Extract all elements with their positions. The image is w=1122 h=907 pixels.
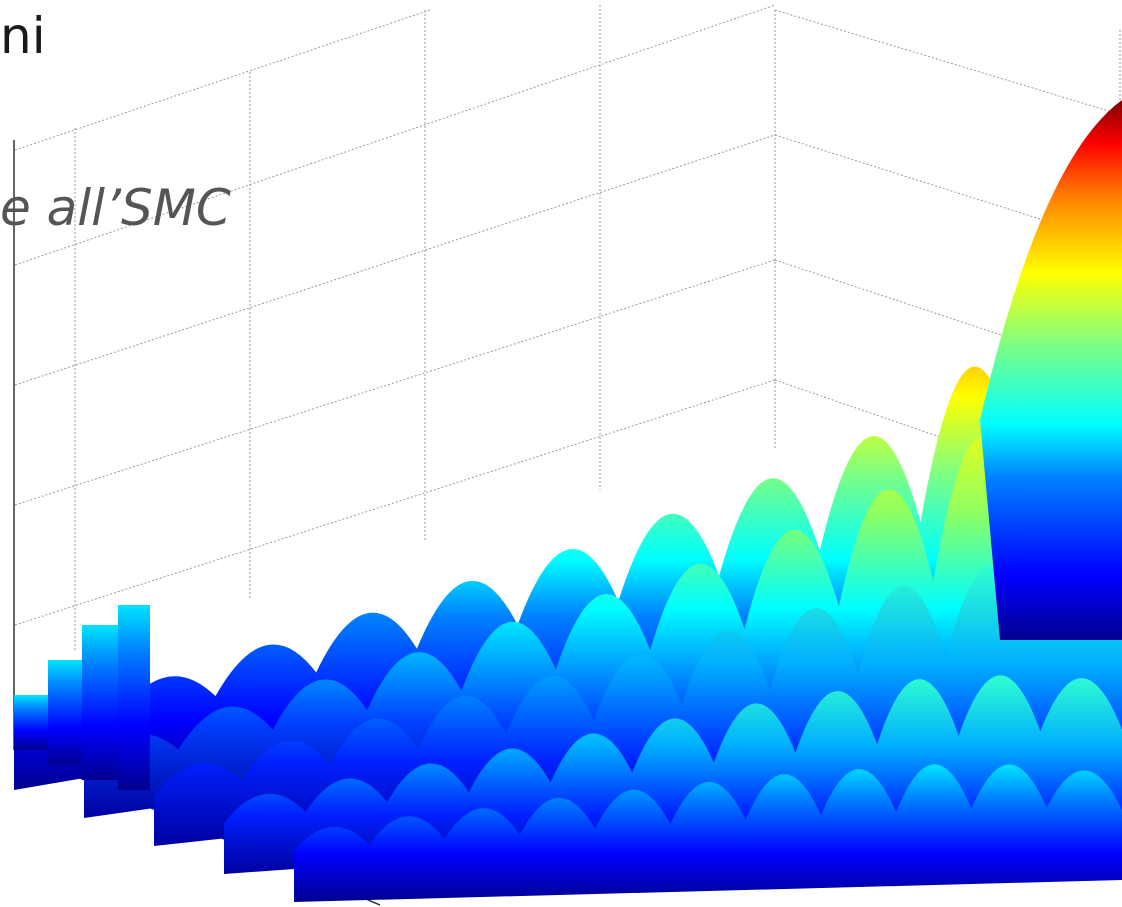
chart-title-line1: ni bbox=[0, 7, 46, 65]
surface-peak bbox=[980, 100, 1122, 640]
grid-line bbox=[774, 9, 1122, 116]
surface-column bbox=[82, 625, 118, 780]
grid-line bbox=[774, 134, 1122, 246]
surface-ridge bbox=[154, 565, 1122, 846]
grid-line bbox=[14, 4, 776, 266]
surface-ridges bbox=[14, 100, 1122, 902]
grid-line bbox=[14, 134, 776, 386]
surface-column bbox=[48, 660, 82, 765]
surface-ridge bbox=[294, 764, 1122, 902]
surface-ridge bbox=[84, 435, 1122, 818]
grid-line bbox=[14, 9, 431, 151]
grid-line bbox=[14, 379, 776, 626]
grid-line bbox=[14, 259, 776, 506]
surface-column bbox=[14, 695, 48, 750]
chart-title-line2: e all’SMC bbox=[0, 179, 231, 237]
surface-column bbox=[118, 605, 150, 790]
